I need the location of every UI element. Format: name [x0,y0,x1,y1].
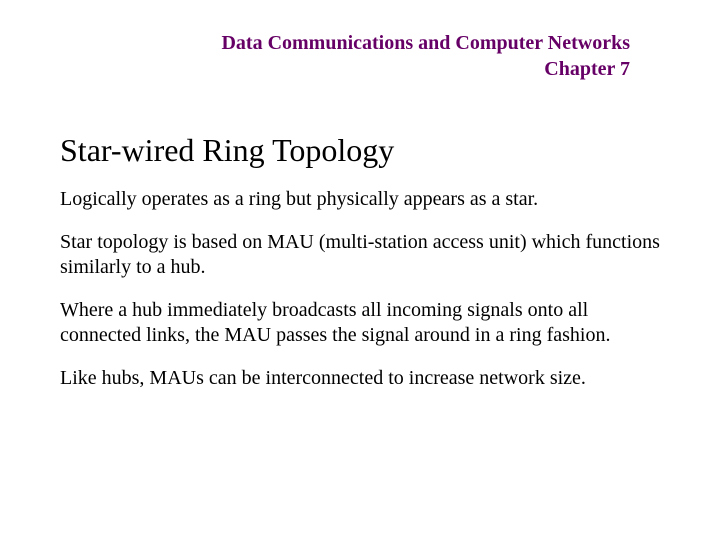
paragraph-3: Where a hub immediately broadcasts all i… [60,298,660,348]
paragraph-2: Star topology is based on MAU (multi-sta… [60,230,660,280]
slide-header: Data Communications and Computer Network… [60,30,660,82]
header-course-title: Data Communications and Computer Network… [60,30,630,56]
header-chapter: Chapter 7 [60,56,630,82]
paragraph-1: Logically operates as a ring but physica… [60,187,660,212]
slide-title: Star-wired Ring Topology [60,132,660,169]
slide-container: Data Communications and Computer Network… [0,0,720,540]
paragraph-4: Like hubs, MAUs can be interconnected to… [60,366,660,391]
